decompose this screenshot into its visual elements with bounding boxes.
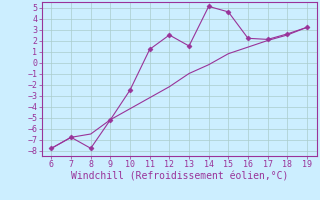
X-axis label: Windchill (Refroidissement éolien,°C): Windchill (Refroidissement éolien,°C) <box>70 172 288 182</box>
